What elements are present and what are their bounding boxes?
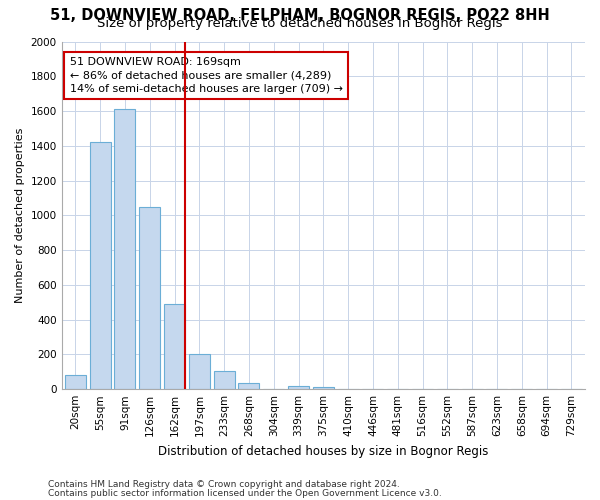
Bar bbox=[288, 386, 309, 389]
Bar bbox=[313, 388, 334, 389]
X-axis label: Distribution of detached houses by size in Bognor Regis: Distribution of detached houses by size … bbox=[158, 444, 488, 458]
Bar bbox=[139, 206, 160, 389]
Y-axis label: Number of detached properties: Number of detached properties bbox=[15, 128, 25, 303]
Bar bbox=[65, 376, 86, 389]
Bar bbox=[89, 142, 110, 389]
Text: Contains HM Land Registry data © Crown copyright and database right 2024.: Contains HM Land Registry data © Crown c… bbox=[48, 480, 400, 489]
Text: Size of property relative to detached houses in Bognor Regis: Size of property relative to detached ho… bbox=[97, 18, 503, 30]
Bar bbox=[164, 304, 185, 389]
Bar bbox=[214, 371, 235, 389]
Bar bbox=[238, 383, 259, 389]
Bar bbox=[189, 354, 210, 389]
Text: Contains public sector information licensed under the Open Government Licence v3: Contains public sector information licen… bbox=[48, 488, 442, 498]
Text: 51 DOWNVIEW ROAD: 169sqm
← 86% of detached houses are smaller (4,289)
14% of sem: 51 DOWNVIEW ROAD: 169sqm ← 86% of detach… bbox=[70, 57, 343, 94]
Bar bbox=[115, 110, 136, 389]
Text: 51, DOWNVIEW ROAD, FELPHAM, BOGNOR REGIS, PO22 8HH: 51, DOWNVIEW ROAD, FELPHAM, BOGNOR REGIS… bbox=[50, 8, 550, 22]
